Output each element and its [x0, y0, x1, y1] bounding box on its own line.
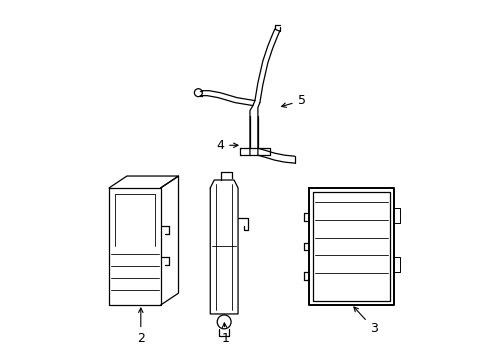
Text: 3: 3 — [353, 307, 377, 336]
Text: 2: 2 — [137, 308, 144, 345]
Text: 4: 4 — [216, 139, 238, 152]
Text: 1: 1 — [221, 323, 228, 345]
Text: 5: 5 — [281, 94, 305, 107]
